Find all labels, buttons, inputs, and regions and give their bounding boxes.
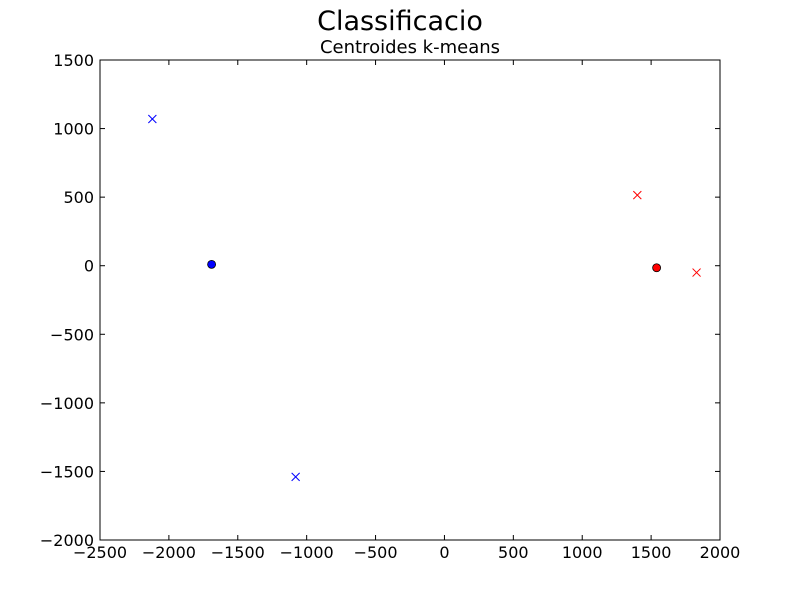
y-tick-label: −500 xyxy=(50,325,94,344)
centroid-point xyxy=(207,259,217,269)
x-tick-label: −2500 xyxy=(73,543,127,562)
y-tick-label: −1000 xyxy=(40,394,94,413)
y-tick-label: −2000 xyxy=(40,531,94,550)
plot-frame xyxy=(99,59,721,541)
data-marks xyxy=(148,114,701,482)
centroid-point xyxy=(652,263,662,273)
x-tick-label: −500 xyxy=(354,543,398,562)
figure-suptitle: Classificacio xyxy=(317,6,483,37)
axis-tick-labels: −2500 −2000 −1500 −1000 −500 0 500 1000 1500 2000… xyxy=(40,51,740,562)
cross-point xyxy=(632,190,642,200)
x-tick-label: −1000 xyxy=(280,543,334,562)
x-tick-label: 2000 xyxy=(700,543,741,562)
cross-point xyxy=(291,472,300,482)
y-tick-label: 500 xyxy=(63,188,94,207)
x-tick-label: 0 xyxy=(439,543,449,562)
x-tick-label: 500 xyxy=(498,543,529,562)
cross-point xyxy=(692,268,701,277)
x-tick-label: 1500 xyxy=(631,543,672,562)
cross-point xyxy=(148,114,157,124)
y-tick-label: −1500 xyxy=(40,462,94,481)
y-tick-label: 1500 xyxy=(53,51,94,70)
x-tick-label: 1000 xyxy=(562,543,603,562)
chart-title: Centroides k-means xyxy=(320,37,500,58)
axis-ticks xyxy=(99,59,721,541)
x-tick-label: −1500 xyxy=(211,543,265,562)
y-tick-label: 1000 xyxy=(53,120,94,139)
x-tick-label: −2000 xyxy=(142,543,196,562)
y-tick-label: 0 xyxy=(84,257,94,276)
